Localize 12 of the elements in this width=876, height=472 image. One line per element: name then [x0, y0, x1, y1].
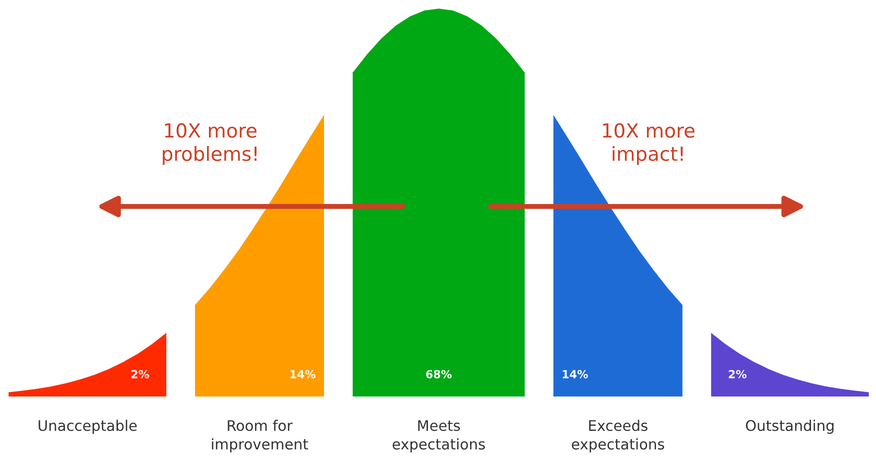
- annotation: 10X more problems!: [162, 123, 257, 165]
- annotation: 2%: [728, 370, 746, 378]
- annotation: 2%: [131, 370, 150, 378]
- annotation: 14%: [290, 370, 316, 378]
- annotation: 14%: [562, 370, 588, 378]
- series-label: Meets expectations: [392, 420, 485, 452]
- series-label: Room for improvement: [212, 420, 308, 452]
- annotation: 10X more impact!: [603, 123, 695, 165]
- series-label: Outstanding: [746, 420, 834, 434]
- series-label: Exceeds expectations: [572, 420, 664, 452]
- series-label: Unacceptable: [38, 420, 137, 434]
- annotation: 68%: [426, 370, 452, 378]
